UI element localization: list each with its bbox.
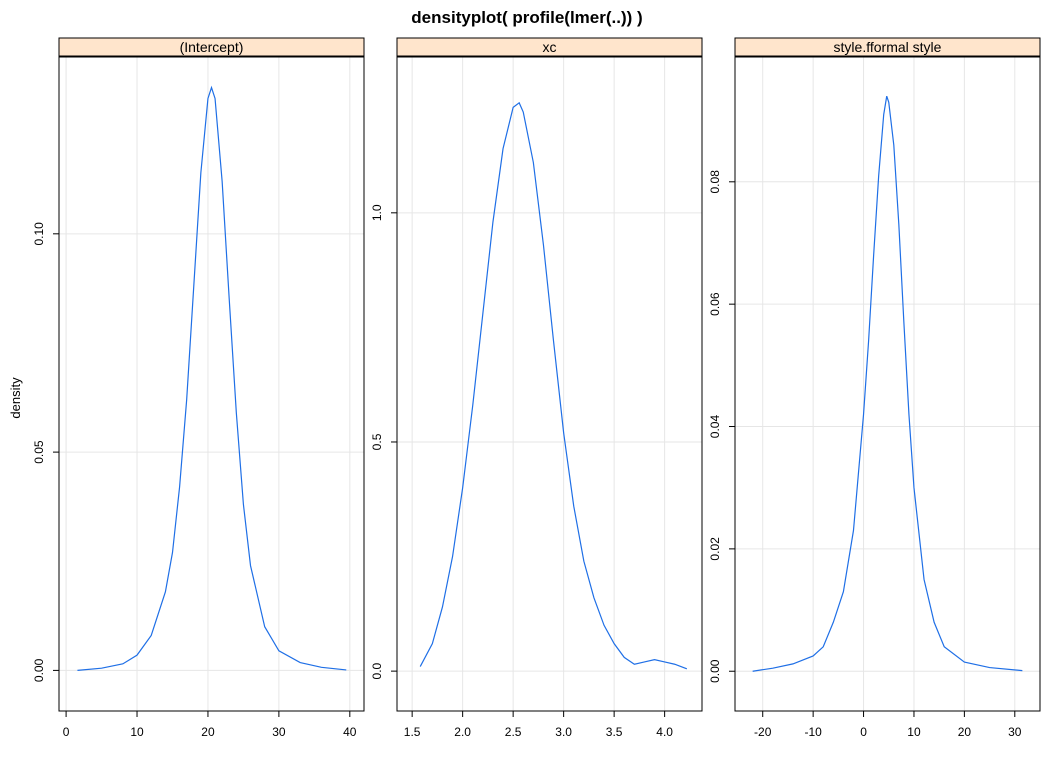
x-tick-label: -10	[804, 725, 822, 739]
density-curve	[77, 85, 347, 671]
x-tick-label: 4.0	[656, 725, 673, 739]
y-tick-label: 0.06	[708, 292, 722, 316]
x-tick-label: 10	[130, 725, 144, 739]
y-tick-label: 0.5	[370, 433, 384, 450]
panel-strip	[396, 37, 703, 57]
x-tick-label: 0	[860, 725, 867, 739]
x-tick-label: 2.5	[505, 725, 522, 739]
y-axis-label: density	[8, 377, 23, 419]
y-tick-label: 0.0	[370, 662, 384, 679]
y-tick-label: 0.08	[708, 170, 722, 194]
x-tick-label: 10	[907, 725, 921, 739]
x-tick-label: 2.0	[454, 725, 471, 739]
density-curve	[752, 95, 1023, 672]
panel-strip-label: (Intercept)	[180, 39, 244, 55]
y-tick-label: 1.0	[370, 204, 384, 221]
y-tick-label: 0.05	[32, 440, 46, 464]
y-tick-label: 0.02	[708, 537, 722, 561]
density-curve	[419, 101, 688, 670]
x-tick-label: 3.0	[555, 725, 572, 739]
x-tick-label: 20	[958, 725, 972, 739]
panel-strip-label: xc	[543, 39, 557, 55]
x-tick-label: -20	[754, 725, 772, 739]
x-tick-label: 40	[343, 725, 357, 739]
x-tick-label: 3.5	[606, 725, 623, 739]
panel-strip-label: style.fformal style	[834, 39, 942, 55]
panel-strip	[734, 37, 1041, 57]
panel-3: style.fformal style -20 -10 0 10 20 30 0.00 0.02…	[708, 37, 1041, 739]
x-tick-label: 20	[201, 725, 215, 739]
y-tick-label: 0.00	[32, 658, 46, 682]
panel-frame	[734, 56, 1041, 712]
y-tick-label: 0.10	[32, 222, 46, 246]
panel-frame	[58, 56, 365, 712]
panel-frame	[396, 56, 703, 712]
x-tick-label: 0	[63, 725, 70, 739]
chart-title: densityplot( profile(lmer(..)) )	[411, 8, 642, 27]
y-tick-label: 0.04	[708, 415, 722, 439]
x-tick-label: 30	[1008, 725, 1022, 739]
panel-1: (Intercept) 0 10 20 30 40 0.00 0.05 0.10	[32, 37, 365, 739]
panel-2: xc 1.5 2.0 2.5 3.0 3.5 4.0 0.0 0.5 1.0	[370, 37, 703, 739]
x-tick-label: 30	[272, 725, 286, 739]
y-tick-label: 0.00	[708, 659, 722, 683]
x-tick-label: 1.5	[404, 725, 421, 739]
panel-strip	[58, 37, 365, 57]
